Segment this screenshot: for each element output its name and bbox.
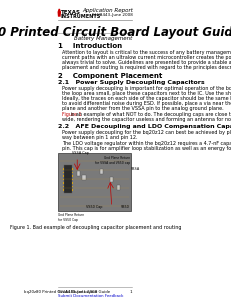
Text: the loop area small, place these capacitors next to the IC. Use the shortest pos: the loop area small, place these capacit…	[62, 91, 231, 96]
Bar	[77, 171, 80, 176]
Bar	[64, 165, 72, 193]
Text: INSTRUMENTS: INSTRUMENTS	[61, 14, 101, 20]
Bar	[72, 182, 73, 184]
Text: Power supply decoupling is important for optimal operation of the bq20z80 advanc: Power supply decoupling is important for…	[62, 86, 231, 91]
Text: SLUA443–June 2008: SLUA443–June 2008	[58, 290, 97, 294]
Bar	[110, 177, 113, 182]
Text: Gnd Plane Return
for VS50 Cap: Gnd Plane Return for VS50 Cap	[58, 213, 84, 222]
Bar	[72, 168, 73, 170]
Bar	[63, 175, 64, 177]
Text: Gnd Plane Return
for VSSA and VS50 cap: Gnd Plane Return for VSSA and VS50 cap	[95, 156, 130, 165]
Polygon shape	[58, 9, 60, 16]
Text: VSSA: VSSA	[131, 167, 140, 171]
Text: bq20z80 Printed Circuit Board Layout Guide: bq20z80 Printed Circuit Board Layout Gui…	[0, 26, 231, 39]
Text: The LDO voltage regulator within the bq20z12 requires a 4.7-nF capacitor to be p: The LDO voltage regulator within the bq2…	[62, 141, 231, 146]
Bar	[117, 185, 120, 190]
Text: TEXAS: TEXAS	[61, 10, 81, 15]
Text: 2    Component Placement: 2 Component Placement	[58, 73, 163, 79]
Text: pin. This cap is for amplifier loop stabilization as well as an energy for the l: pin. This cap is for amplifier loop stab…	[62, 146, 231, 151]
Bar	[63, 182, 64, 184]
Text: Power supply decoupling for the bq20z12 can best be achieved by placing a 1-μF 1: Power supply decoupling for the bq20z12 …	[62, 130, 231, 135]
Bar	[63, 189, 64, 191]
Text: bq20z80 Printed Circuit Board Layout Guide                1: bq20z80 Printed Circuit Board Layout Gui…	[24, 290, 132, 294]
Text: VSSA Cap: VSSA Cap	[72, 151, 89, 155]
Text: Attention to layout is critical to the success of any battery management circuit: Attention to layout is critical to the s…	[62, 50, 231, 55]
Text: 2.1   Power Supply Decoupling Capacitors: 2.1 Power Supply Decoupling Capacitors	[58, 80, 205, 85]
Text: is an example of what NOT to do. The decoupling caps are close to the IC, but th: is an example of what NOT to do. The dec…	[69, 112, 231, 117]
Bar	[63, 185, 64, 187]
Text: SLUA443–June 2008: SLUA443–June 2008	[92, 13, 133, 17]
Text: always trivial to solve. Guidelines are presented to provide a stable and well p: always trivial to solve. Guidelines are …	[62, 60, 231, 65]
Text: Figure 1: Figure 1	[62, 112, 81, 117]
Bar	[63, 172, 64, 173]
Text: Figure 1. Bad example of decoupling capacitor placement and routing: Figure 1. Bad example of decoupling capa…	[10, 225, 181, 230]
Text: Submit Documentation Feedback: Submit Documentation Feedback	[58, 294, 124, 298]
Text: placement and routing is required with regard to the principles described in thi: placement and routing is required with r…	[62, 65, 231, 70]
Text: plane and another from the VSSA pin to the analog ground plane.: plane and another from the VSSA pin to t…	[62, 106, 223, 111]
Text: Application Report: Application Report	[82, 8, 133, 13]
Text: way between pin 1 and pin 12.: way between pin 1 and pin 12.	[62, 135, 137, 140]
Bar	[63, 178, 64, 180]
Bar	[72, 189, 73, 191]
Bar	[72, 175, 73, 177]
Text: 2.2   AFE Decoupling and LDO Compensation Capacitor: 2.2 AFE Decoupling and LDO Compensation …	[58, 124, 231, 129]
Bar	[58, 153, 131, 211]
Text: Battery Management: Battery Management	[74, 36, 132, 41]
Bar	[72, 185, 73, 187]
Text: VS50 Cap: VS50 Cap	[86, 205, 103, 209]
Bar	[63, 168, 64, 170]
Bar	[72, 178, 73, 180]
Text: Ideally, the traces on each side of the capacitor should be the same length and : Ideally, the traces on each side of the …	[62, 96, 231, 101]
Text: wide, rendering the capacitor useless and forming an antenna for noise pickup.: wide, rendering the capacitor useless an…	[62, 117, 231, 122]
Text: current paths with an ultralow current microcontroller creates the potential for: current paths with an ultralow current m…	[62, 55, 231, 60]
Bar	[100, 169, 103, 174]
Bar	[82, 175, 85, 180]
Bar	[72, 172, 73, 173]
Text: VS50: VS50	[121, 205, 129, 209]
Text: to avoid differential noise during ESD. If possible, place a via near the VSS pi: to avoid differential noise during ESD. …	[62, 101, 231, 106]
Text: 1    Introduction: 1 Introduction	[58, 43, 122, 49]
